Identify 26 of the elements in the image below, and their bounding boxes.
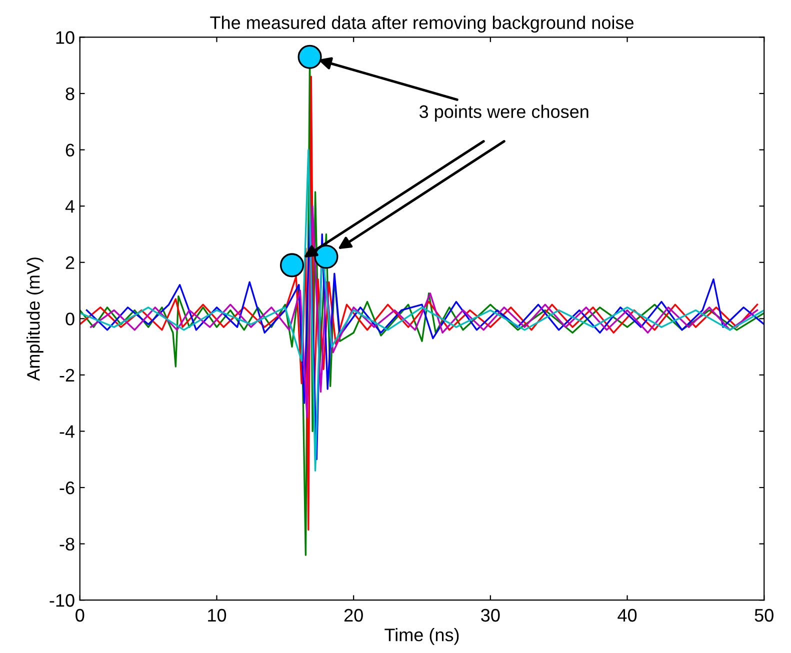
y-tick-label: -4 bbox=[60, 425, 75, 438]
chart-title: The measured data after removing background noise bbox=[210, 16, 634, 33]
y-tick-label: -8 bbox=[60, 538, 74, 551]
y-tick-label: 10 bbox=[56, 31, 74, 44]
annotation: 3 points were chosen bbox=[419, 104, 588, 122]
y-tick-label: -10 bbox=[50, 594, 74, 607]
y-tick-label: 8 bbox=[66, 87, 74, 100]
point bbox=[280, 253, 304, 278]
point bbox=[298, 44, 322, 69]
y-tick-label: 6 bbox=[66, 144, 74, 157]
y-tick-label: -6 bbox=[60, 481, 74, 494]
y-axis-title: Amplitude (mV) bbox=[26, 258, 44, 381]
point bbox=[314, 244, 338, 269]
line-series bbox=[80, 148, 764, 472]
y-tick-label: 0 bbox=[66, 312, 74, 326]
x-tick-label: 50 bbox=[754, 608, 774, 622]
x-axis-title: Time (ns) bbox=[384, 628, 459, 645]
y-tick-label: 4 bbox=[65, 200, 74, 213]
x-tick-label: 10 bbox=[208, 608, 226, 622]
y-tick-label: -2 bbox=[60, 368, 74, 382]
y-tick-label: 2 bbox=[66, 256, 74, 269]
x-tick-label: 20 bbox=[344, 608, 363, 622]
x-tick-label: 0 bbox=[76, 608, 84, 622]
x-tick-label: 40 bbox=[618, 608, 637, 622]
x-tick-label: 30 bbox=[481, 608, 500, 622]
line-series bbox=[90, 205, 758, 418]
